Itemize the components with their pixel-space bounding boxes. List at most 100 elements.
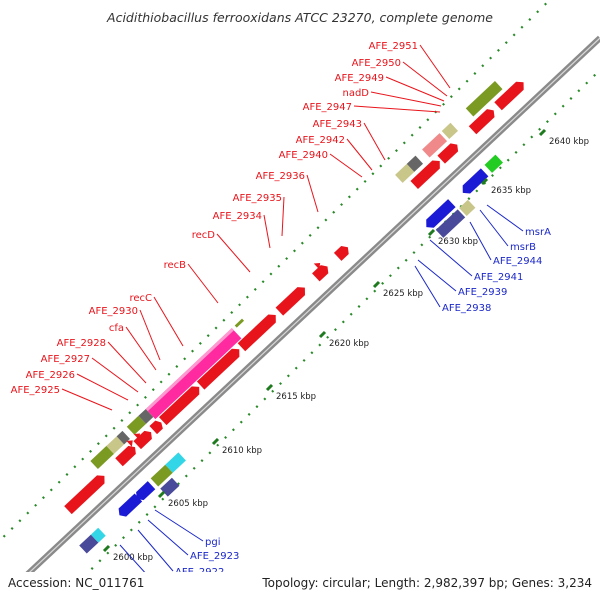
feature-red[interactable] [115, 443, 139, 467]
backbone-highlight [0, 37, 600, 600]
feature-red-small[interactable] [133, 431, 143, 440]
leader-line [353, 105, 441, 113]
leader-line [414, 265, 441, 308]
feature-red[interactable] [275, 284, 309, 316]
leader-line [91, 357, 139, 393]
leader-line [154, 509, 204, 542]
feature-red[interactable] [437, 141, 461, 164]
footer-bar [0, 572, 600, 600]
leader-line [385, 76, 445, 102]
feature-blue[interactable] [116, 493, 143, 519]
gene-label-upper[interactable]: AFE_2947 [303, 102, 352, 113]
gene-label-upper[interactable]: AFE_2936 [256, 171, 305, 182]
feature-red-small[interactable] [313, 260, 323, 270]
leader-line [402, 61, 448, 97]
leader-line [469, 221, 492, 261]
gene-label-lower[interactable]: msrB [510, 242, 536, 253]
gene-label-upper[interactable]: AFE_2927 [41, 354, 90, 365]
tick-mark [480, 177, 489, 186]
gene-label-upper[interactable]: AFE_2942 [296, 135, 345, 146]
feature-khaki[interactable] [441, 122, 459, 140]
gene-label-upper[interactable]: AFE_2928 [57, 338, 106, 349]
tick-label: 2620 kbp [329, 339, 369, 349]
tick-mark [102, 544, 111, 553]
feature-red-small[interactable] [126, 437, 135, 447]
feature-cyan[interactable] [165, 452, 186, 473]
gene-label-upper[interactable]: AFE_2925 [11, 385, 60, 396]
feature-green[interactable] [484, 154, 504, 173]
tick-label: 2630 kbp [438, 237, 478, 247]
feature-gray[interactable] [138, 408, 154, 424]
feature-red[interactable] [312, 262, 331, 282]
feature-red[interactable] [64, 472, 108, 515]
feature-red[interactable] [468, 106, 498, 135]
leader-line [363, 122, 386, 161]
feature-red[interactable] [196, 345, 243, 390]
feature-blue[interactable] [459, 168, 489, 197]
leader-line [346, 138, 373, 171]
gene-label-lower[interactable]: AFE_2938 [442, 303, 491, 314]
gene-label-upper[interactable]: nadD [342, 88, 369, 99]
tick-label: 2600 kbp [113, 553, 153, 563]
feature-olive[interactable] [234, 318, 245, 328]
gene-label-lower[interactable]: AFE_2941 [474, 272, 523, 283]
leader-line [216, 233, 251, 273]
gene-label-upper[interactable]: AFE_2943 [313, 119, 362, 130]
feature-navy[interactable] [160, 477, 180, 497]
feature-red[interactable] [149, 419, 165, 435]
gene-label-lower[interactable]: pgi [205, 537, 220, 548]
feature-olive[interactable] [465, 81, 503, 117]
gene-label-lower[interactable]: AFE_2923 [190, 551, 239, 562]
feature-cyan[interactable] [90, 527, 106, 543]
feature-olive[interactable] [150, 464, 173, 487]
feature-red[interactable] [494, 78, 527, 111]
gene-label-lower[interactable]: AFE_2944 [493, 256, 542, 267]
tick-mark [157, 490, 166, 499]
outer-guide-lower [59, 69, 600, 600]
gene-label-lower[interactable]: msrA [525, 227, 551, 238]
gene-label-lower[interactable]: AFE_2939 [458, 287, 507, 298]
tick-mark [538, 128, 547, 137]
gene-label-upper[interactable]: AFE_2949 [335, 73, 384, 84]
gene-label-upper[interactable]: recC [129, 293, 152, 304]
feature-navy[interactable] [435, 209, 466, 238]
feature-blue[interactable] [133, 481, 156, 503]
feature-red[interactable] [133, 428, 154, 450]
feature-red[interactable] [410, 157, 443, 189]
feature-olive[interactable] [126, 415, 147, 435]
feature-gray[interactable] [406, 155, 424, 172]
leader-line [429, 239, 473, 277]
feature-pink[interactable] [422, 133, 448, 158]
gene-label-upper[interactable]: AFE_2950 [352, 58, 401, 69]
feature-khaki[interactable] [395, 163, 415, 183]
gene-label-upper[interactable]: AFE_2934 [213, 211, 262, 222]
gene-label-upper[interactable]: recB [164, 260, 187, 271]
gene-label-upper[interactable]: AFE_2951 [369, 41, 418, 52]
tick-label: 2605 kbp [168, 499, 208, 509]
tick-label: 2610 kbp [222, 446, 262, 456]
gene-label-upper[interactable]: cfa [109, 323, 124, 334]
feature-blue[interactable] [423, 199, 456, 231]
feature-magenta-shine [145, 328, 234, 412]
leader-line [147, 519, 189, 556]
feature-magenta[interactable] [145, 328, 242, 420]
gene-label-upper[interactable]: AFE_2935 [233, 193, 282, 204]
gene-label-upper[interactable]: AFE_2930 [89, 306, 138, 317]
feature-red[interactable] [333, 243, 352, 261]
tick-label: 2615 kbp [276, 392, 316, 402]
tick-mark [372, 280, 381, 289]
gene-label-upper[interactable]: AFE_2926 [26, 370, 75, 381]
gene-label-upper[interactable]: recD [192, 230, 216, 241]
feature-khaki[interactable] [459, 199, 476, 216]
feature-red[interactable] [158, 383, 203, 426]
leader-line [479, 209, 509, 247]
leader-line [419, 44, 451, 89]
feature-olive[interactable] [90, 445, 114, 469]
accession-text: Accession: NC_011761 [8, 576, 144, 590]
feature-navy[interactable] [79, 534, 99, 554]
feature-red[interactable] [237, 311, 280, 352]
gene-label-upper[interactable]: AFE_2940 [279, 150, 328, 161]
feature-khaki[interactable] [106, 436, 125, 454]
